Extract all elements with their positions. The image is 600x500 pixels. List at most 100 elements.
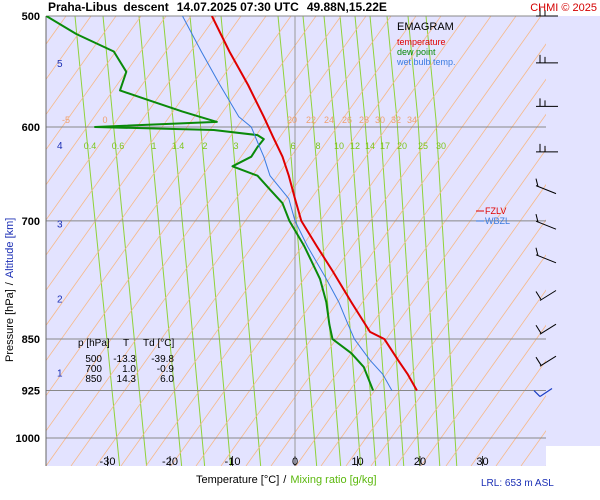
altitude-tick-label: 2 bbox=[57, 294, 63, 305]
mixing-ratio-line bbox=[417, 119, 441, 466]
table-row-p: 500 bbox=[85, 354, 102, 365]
temp-tick-label: 0 bbox=[292, 456, 298, 468]
temp-tick-label: 20 bbox=[414, 456, 426, 468]
plot-area bbox=[46, 16, 546, 466]
wind-barb-flag bbox=[535, 356, 542, 366]
altitude-tick-label: 5 bbox=[57, 59, 63, 70]
mixing-ratio-label: 6 bbox=[290, 141, 295, 151]
fzlv-label: FZLV bbox=[485, 206, 506, 216]
altitude-tick-label: 4 bbox=[57, 141, 63, 152]
mixing-ratio-line bbox=[386, 16, 398, 121]
wind-barb bbox=[533, 388, 553, 398]
isotherm-label: 24 bbox=[324, 115, 334, 125]
altitude-tick-label: 1 bbox=[57, 369, 63, 380]
altitude-tick-label: 3 bbox=[57, 219, 63, 230]
wind-barb-flag bbox=[535, 291, 542, 300]
pressure-tick-label: 600 bbox=[22, 122, 40, 134]
mixing-ratio-line bbox=[354, 16, 366, 121]
chart-title: Praha-Libus descent 14.07.2025 07:30 UTC 49… bbox=[48, 0, 387, 14]
wind-barb-flag bbox=[535, 247, 539, 256]
pressure-tick-label: 700 bbox=[22, 216, 40, 228]
table-row-p: 850 bbox=[85, 374, 102, 385]
mixing-ratio-line bbox=[407, 16, 419, 121]
wind-barb-shaft bbox=[535, 185, 557, 195]
mixing-ratio-line bbox=[312, 119, 342, 466]
mixing-ratio-line bbox=[172, 119, 206, 466]
copyright-link[interactable]: CHMI © 2025 bbox=[530, 2, 597, 14]
wind-barbs bbox=[533, 8, 558, 398]
isotherm-label: -5 bbox=[62, 115, 70, 125]
wind-barb bbox=[535, 247, 557, 264]
isotherm-label: 30 bbox=[375, 115, 385, 125]
mixing-ratio-label: 3 bbox=[233, 141, 238, 151]
sounding-table: p [hPa] T Td [°C] 500 -13.3 -39.8 700 1.… bbox=[78, 338, 174, 385]
mixing-ratio-line bbox=[148, 119, 183, 466]
table-row-td: -39.8 bbox=[151, 354, 174, 365]
isotherm-line bbox=[46, 16, 242, 291]
mixing-ratio-line bbox=[369, 16, 381, 121]
mixing-ratio-label: 10 bbox=[334, 141, 344, 151]
table-header-td: Td [°C] bbox=[143, 338, 174, 349]
mixing-ratio-label: 14 bbox=[365, 141, 375, 151]
temp-tick-label: 30 bbox=[476, 456, 488, 468]
table-row-td: 6.0 bbox=[160, 374, 174, 385]
wind-barb bbox=[535, 214, 557, 230]
wind-barb-shaft bbox=[539, 323, 557, 335]
mixing-ratio-line bbox=[379, 119, 405, 466]
table-row-t: 14.3 bbox=[117, 374, 137, 385]
isotherm-line bbox=[46, 16, 217, 256]
isotherm-line bbox=[46, 16, 292, 362]
wind-barb-shaft bbox=[539, 290, 557, 301]
mixing-ratio-line bbox=[287, 119, 318, 466]
wind-barb-flag bbox=[533, 390, 541, 397]
pressure-grid bbox=[45, 15, 546, 466]
mixing-ratio-label: 1 bbox=[151, 141, 156, 151]
series-line-temperature bbox=[211, 16, 418, 391]
sounding-series bbox=[46, 16, 418, 391]
wind-barb-flag bbox=[535, 178, 539, 187]
mixing-ratio-line bbox=[339, 16, 351, 121]
mixing-ratio-line bbox=[138, 16, 150, 121]
series-line-dew-point bbox=[46, 16, 375, 391]
pressure-tick-label: 1000 bbox=[16, 433, 40, 445]
temp-tick-label: 10 bbox=[351, 456, 363, 468]
legend-title: EMAGRAM bbox=[397, 21, 454, 33]
wind-barb-shaft bbox=[539, 388, 553, 398]
mixing-ratio-label: 30 bbox=[436, 141, 446, 151]
mixing-ratio-label: 2 bbox=[202, 141, 207, 151]
mixing-ratio-line bbox=[84, 119, 121, 466]
wind-barb-shaft bbox=[535, 220, 557, 230]
mixing-ratio-line bbox=[230, 119, 262, 466]
mixing-ratio-line bbox=[112, 119, 148, 466]
mixing-ratio-line bbox=[102, 16, 114, 121]
isotherm-label: 20 bbox=[287, 115, 297, 125]
legend-temperature: temperature bbox=[397, 37, 446, 47]
lrl-label: LRL: 653 m ASL bbox=[481, 478, 554, 489]
table-row-p: 700 bbox=[85, 364, 102, 375]
isotherm-label: 32 bbox=[391, 115, 401, 125]
wind-barb bbox=[535, 355, 557, 367]
table-row-td: -0.9 bbox=[157, 364, 175, 375]
mixing-ratio-lines bbox=[74, 16, 458, 466]
legend-wet-bulb: wet bulb temp. bbox=[396, 57, 456, 67]
x-axis-label: Temperature [°C] / Mixing ratio [g/kg] bbox=[196, 474, 377, 486]
table-header-t: T bbox=[123, 338, 129, 349]
wbzl-label: WBZL bbox=[485, 216, 510, 226]
mixing-ratio-label: 17 bbox=[380, 141, 390, 151]
wind-barb bbox=[535, 290, 557, 301]
isotherm-line bbox=[46, 16, 142, 151]
mixing-ratio-label: 25 bbox=[418, 141, 428, 151]
isotherm-line bbox=[46, 16, 192, 221]
table-header-p: p [hPa] bbox=[78, 338, 110, 349]
mixing-ratio-label: 8 bbox=[315, 141, 320, 151]
mixing-ratio-line bbox=[425, 16, 437, 121]
wind-barb bbox=[535, 323, 557, 335]
table-row-t: 1.0 bbox=[122, 364, 136, 375]
wind-barb-column bbox=[520, 16, 600, 446]
series-line-wet-bulb-temp bbox=[182, 16, 393, 391]
isotherm-label: 26 bbox=[342, 115, 352, 125]
wind-barb-flag bbox=[535, 324, 542, 334]
pressure-tick-label: 850 bbox=[22, 334, 40, 346]
temp-tick-label: -30 bbox=[100, 456, 116, 468]
temp-tick-label: -20 bbox=[162, 456, 178, 468]
